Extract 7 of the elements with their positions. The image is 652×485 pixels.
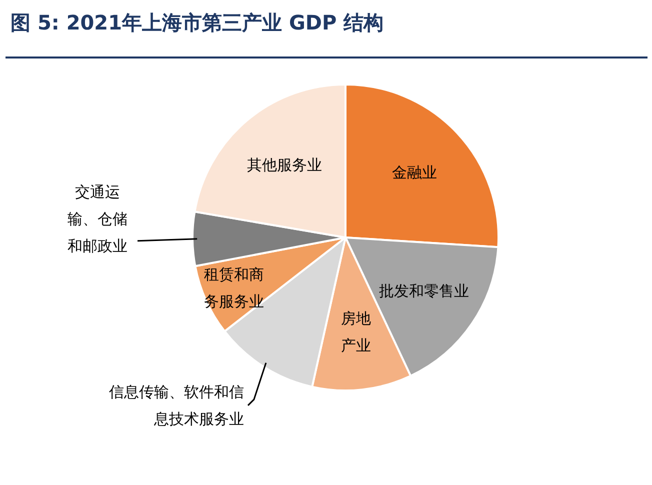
slice-label: 批发和零售业 (378, 282, 469, 300)
slice-label: 其他服务业 (246, 156, 322, 174)
slice-label: 金融业 (392, 164, 438, 182)
slice-label: 交通运输、仓储和邮政业 (68, 182, 128, 255)
slice-label: 房地产业 (340, 309, 371, 354)
chart-title: 图 5: 2021年上海市第三产业 GDP 结构 (10, 10, 384, 34)
slice-label: 信息传输、软件和信息技术服务业 (108, 382, 244, 428)
